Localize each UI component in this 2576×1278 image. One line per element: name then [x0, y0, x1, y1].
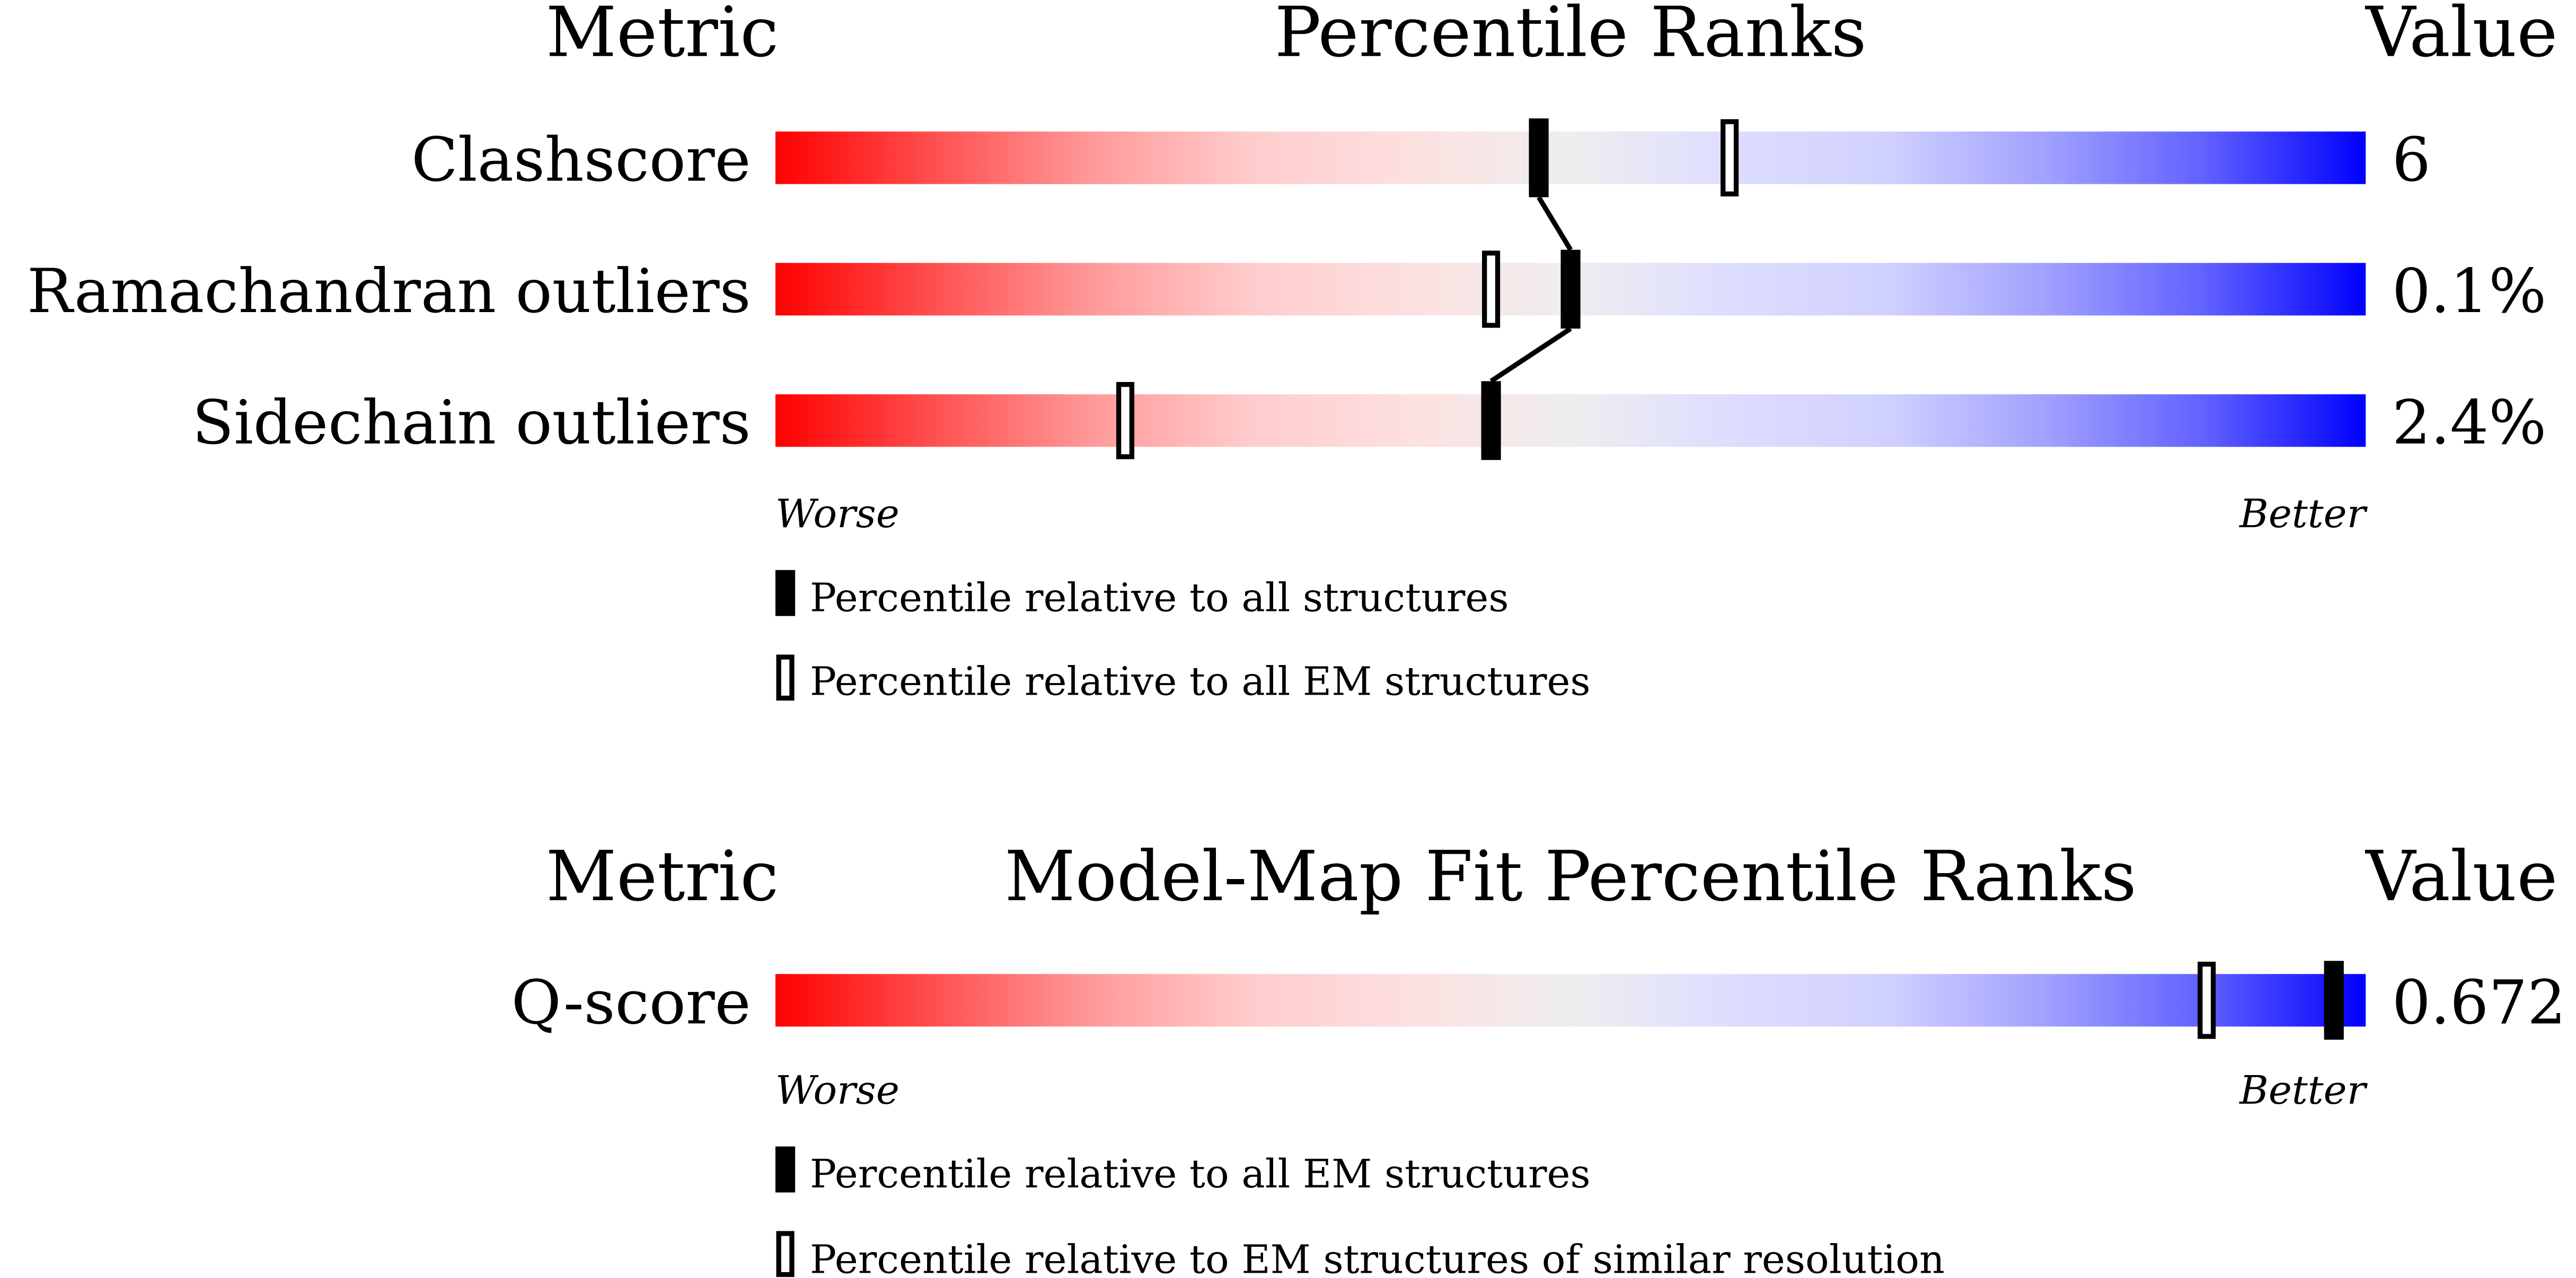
- legend-open-marker: [776, 654, 795, 701]
- better-label: Better: [2238, 1067, 2368, 1113]
- percentile-bar: [775, 974, 2366, 1027]
- legend-label: Percentile relative to all EM structures: [810, 658, 1591, 704]
- filled-percentile-marker: [1560, 250, 1581, 329]
- open-percentile-marker: [1721, 119, 1739, 197]
- metric-value: 0.1%: [2392, 256, 2546, 327]
- metric-value: 0.672: [2392, 968, 2566, 1038]
- open-percentile-marker: [1116, 381, 1135, 459]
- metric-header: Metric: [546, 836, 779, 917]
- worse-label: Worse: [775, 491, 899, 537]
- percentile-panel: Clashscore 6 Ramachandran outliers 0.1% Side…: [27, 118, 2546, 460]
- filled-percentile-marker: [1481, 381, 1501, 460]
- connector-line: [1537, 196, 1573, 251]
- connector-line: [1489, 326, 1572, 384]
- legend-open-marker: [776, 1231, 795, 1277]
- value-header: Value: [2365, 0, 2557, 73]
- worse-label: Worse: [775, 1067, 899, 1113]
- metric-label: Sidechain outliers: [192, 388, 751, 458]
- metric-value: 6: [2392, 125, 2431, 196]
- legend-label: Percentile relative to all structures: [810, 574, 1509, 620]
- metric-value: 2.4%: [2392, 388, 2546, 458]
- metric-label: Q-score: [511, 968, 751, 1038]
- model-map-fit-panel: Q-score 0.672: [511, 961, 2566, 1040]
- value-header: Value: [2365, 836, 2557, 917]
- legend-filled-marker: [775, 570, 796, 616]
- chart-title: Model-Map Fit Percentile Ranks: [1004, 836, 2137, 917]
- metric-label: Clashscore: [411, 125, 751, 196]
- filled-percentile-marker: [2324, 961, 2344, 1040]
- legend-label: Percentile relative to EM structures of …: [810, 1236, 1945, 1278]
- percentile-bar: [775, 131, 2366, 184]
- chart-title: Percentile Ranks: [1275, 0, 1867, 73]
- metric-label: Ramachandran outliers: [27, 256, 751, 327]
- better-label: Better: [2238, 491, 2368, 537]
- open-percentile-marker: [2198, 962, 2216, 1039]
- filled-percentile-marker: [1529, 118, 1549, 198]
- percentile-bar: [775, 394, 2366, 447]
- open-percentile-marker: [1482, 250, 1501, 328]
- metric-header: Metric: [546, 0, 779, 73]
- legend-label: Percentile relative to all EM structures: [810, 1151, 1591, 1197]
- legend-filled-marker: [775, 1146, 796, 1193]
